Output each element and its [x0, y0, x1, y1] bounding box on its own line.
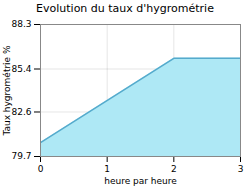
- svg-text:3: 3: [238, 164, 244, 174]
- svg-text:1: 1: [104, 164, 110, 174]
- svg-text:85.4: 85.4: [11, 64, 31, 74]
- html-text:Evolution du taux d'hygrométri: Evolution du taux d'hygrométrie: [36, 2, 214, 15]
- svg-text:0: 0: [38, 164, 44, 174]
- svg-text:2: 2: [171, 164, 177, 174]
- svg-text:Taux hygrométrie %: Taux hygrométrie %: [2, 45, 12, 137]
- svg-text:88.3: 88.3: [11, 19, 31, 29]
- svg-text:82.6: 82.6: [11, 107, 31, 117]
- svg-text:79.7: 79.7: [11, 151, 31, 161]
- svg-text:heure par heure: heure par heure: [104, 176, 177, 186]
